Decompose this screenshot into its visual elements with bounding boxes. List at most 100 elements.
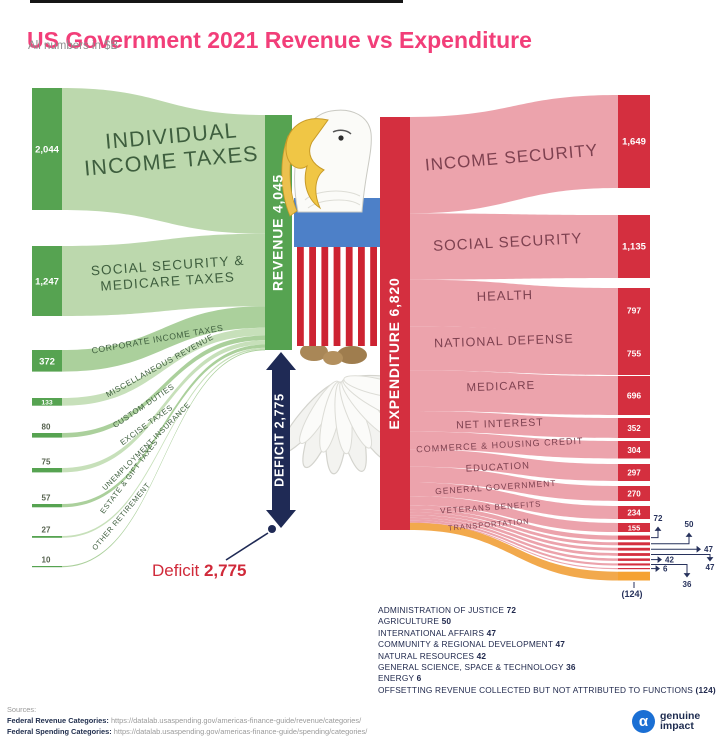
leader-value-general-science-space-technology: 36 bbox=[683, 580, 692, 589]
leader-arrow-agriculture bbox=[685, 532, 693, 537]
flow-social-security bbox=[410, 213, 618, 280]
footnote-value: 72 bbox=[506, 605, 517, 615]
flow-veterans-benefits bbox=[410, 482, 618, 519]
sources-label: Sources: bbox=[7, 705, 37, 714]
flow-offsetting-revenue-collected-but-not-attributed-to-functions bbox=[410, 522, 618, 581]
footnote-row-administration-of-justice: ADMINISTRATION OF JUSTICE 72 bbox=[378, 605, 716, 616]
genuine-impact-logo: α genuine impact bbox=[632, 710, 700, 733]
leader-value-agriculture: 50 bbox=[685, 520, 694, 529]
value-education: 297 bbox=[627, 469, 641, 478]
flow-label-national-defense: NATIONAL DEFENSE bbox=[434, 332, 574, 351]
shield-red-stripe bbox=[345, 247, 353, 346]
deficit-callout-value: 2,775 bbox=[203, 561, 247, 580]
flow-international-affairs bbox=[410, 512, 618, 551]
value-corporate-income-taxes: 372 bbox=[39, 356, 55, 367]
node-other-retirement bbox=[32, 566, 62, 568]
flow-medicare bbox=[410, 370, 618, 415]
node-individual-income-taxes bbox=[32, 88, 62, 210]
deficit-pointer-line bbox=[225, 532, 269, 561]
eagle-talon bbox=[323, 351, 343, 365]
node-general-government bbox=[618, 486, 650, 501]
footnote-row-agriculture: AGRICULTURE 50 bbox=[378, 616, 716, 627]
flow-label-education: EDUCATION bbox=[466, 460, 531, 474]
source-row-revenue: Federal Revenue Categories: https://data… bbox=[7, 715, 367, 726]
footnote-value: 47 bbox=[555, 639, 566, 650]
flow-commerce-housing-credit bbox=[410, 431, 618, 459]
flow-miscellaneous-revenue bbox=[62, 327, 265, 406]
node-veterans-benefits bbox=[618, 506, 650, 519]
flow-health bbox=[410, 279, 618, 333]
value-miscellaneous-revenue: 133 bbox=[41, 399, 53, 406]
footnote-label: GENERAL SCIENCE, SPACE & TECHNOLOGY bbox=[378, 662, 567, 673]
footnote-label: ENERGY bbox=[378, 673, 417, 684]
flow-label-medicare: MEDICARE bbox=[466, 380, 535, 394]
leader-arrow-natural-resources bbox=[657, 556, 662, 563]
genuine-impact-logo-icon: α bbox=[632, 710, 655, 733]
footnote-label: AGRICULTURE bbox=[378, 616, 442, 627]
source-name: Federal Spending Categories: bbox=[7, 727, 112, 736]
flow-agriculture bbox=[410, 509, 618, 546]
leader-value-offsetting-revenue-collected-but-not-attributed-to-functions: (124) bbox=[621, 589, 642, 599]
footnote-row-international-affairs: INTERNATIONAL AFFAIRS 47 bbox=[378, 628, 716, 639]
eagle-beak bbox=[285, 118, 329, 210]
leader-value-community-regional-development: 47 bbox=[706, 563, 715, 572]
leader-arrow-administration-of-justice bbox=[654, 526, 662, 531]
footnote-row-energy: ENERGY 6 bbox=[378, 673, 716, 684]
deficit-pointer-dot bbox=[268, 525, 276, 533]
node-energy bbox=[618, 568, 650, 570]
node-excise-taxes bbox=[32, 468, 62, 473]
value-national-defense: 755 bbox=[627, 349, 641, 359]
eagle-neck-feathers bbox=[304, 190, 361, 209]
flow-excise-taxes bbox=[62, 340, 265, 473]
node-general-science-space-technology bbox=[618, 563, 650, 566]
flow-national-defense bbox=[410, 326, 618, 375]
node-custom-duties bbox=[32, 433, 62, 438]
eagle-talon bbox=[300, 343, 328, 361]
value-net-interest: 352 bbox=[627, 424, 641, 433]
leader-value-international-affairs: 47 bbox=[704, 545, 713, 554]
logo-word-2: impact bbox=[660, 719, 694, 732]
deficit-arrow-label: DEFICIT 2,775 bbox=[273, 393, 287, 487]
leader-arrow-energy bbox=[655, 565, 660, 572]
shield-red-stripe bbox=[321, 247, 329, 346]
node-unemployment-insurance bbox=[32, 504, 62, 508]
node-commerce-housing-credit bbox=[618, 441, 650, 459]
flow-income-security bbox=[410, 95, 618, 214]
flow-energy bbox=[410, 522, 618, 570]
footnote-value: 6 bbox=[416, 673, 422, 684]
node-health bbox=[618, 288, 650, 333]
footnote-label: NATURAL RESOURCES bbox=[378, 650, 477, 661]
shield-red-stripe bbox=[333, 247, 341, 346]
leader-line-general-science-space-technology bbox=[651, 564, 688, 577]
flow-other-retirement bbox=[62, 349, 265, 568]
value-general-government: 270 bbox=[627, 490, 641, 499]
small-expenditures-list: ADMINISTRATION OF JUSTICE 72 AGRICULTURE … bbox=[378, 605, 716, 696]
leader-value-natural-resources: 42 bbox=[665, 556, 674, 565]
footnote-row-natural-resources: NATURAL RESOURCES 42 bbox=[378, 651, 716, 662]
source-name: Federal Revenue Categories: bbox=[7, 716, 109, 725]
leader-arrow-international-affairs bbox=[696, 545, 701, 553]
value-unemployment-insurance: 57 bbox=[42, 494, 51, 503]
footnote-label: ADMINISTRATION OF JUSTICE bbox=[378, 605, 507, 615]
node-estate-gift-taxes bbox=[32, 536, 62, 538]
footnote-row-community-regional-development: COMMUNITY & REGIONAL DEVELOPMENT 47 bbox=[378, 639, 716, 650]
node-transportation bbox=[618, 523, 650, 532]
flow-individual-income-taxes bbox=[62, 88, 265, 234]
leader-arrow-general-science-space-technology bbox=[683, 573, 691, 578]
flow-administration-of-justice bbox=[410, 505, 618, 540]
node-international-affairs bbox=[618, 547, 650, 551]
source-url-link[interactable]: https://datalab.usaspending.gov/americas… bbox=[110, 716, 362, 725]
node-national-defense bbox=[618, 332, 650, 375]
revenue-node-label: REVENUE 4,045 bbox=[270, 174, 286, 291]
footnote-value: 47 bbox=[486, 627, 497, 638]
deficit-callout-word: Deficit bbox=[152, 561, 200, 580]
value-veterans-benefits: 234 bbox=[627, 509, 641, 518]
footnote-label: COMMUNITY & REGIONAL DEVELOPMENT bbox=[378, 639, 556, 650]
value-custom-duties: 80 bbox=[42, 423, 51, 432]
sources-block: Sources: Federal Revenue Categories: htt… bbox=[7, 704, 367, 737]
top-border-line bbox=[30, 0, 403, 3]
source-url-link[interactable]: https://datalab.usaspending.gov/americas… bbox=[113, 727, 368, 736]
footnote-label: OFFSETTING REVENUE COLLECTED BUT NOT ATT… bbox=[378, 684, 696, 695]
flow-corporate-income-taxes bbox=[62, 306, 265, 372]
